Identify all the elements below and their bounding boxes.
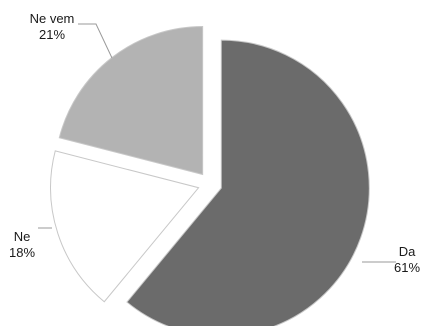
leader-lines [38,23,396,263]
pie-slices [50,26,370,326]
slice-label-ne: Ne 18% [9,229,35,260]
slice-category-label: Ne vem [30,11,75,26]
slice-labels: Da 61% Ne 18% Ne vem 21% [9,11,420,275]
slice-category-label: Ne [14,229,31,244]
leader-line-ne-vem [78,23,113,59]
pie-slice-da [126,39,370,326]
slice-category-label: Da [399,244,416,259]
slice-percent-label: 61% [394,260,420,275]
slice-percent-label: 18% [9,245,35,260]
slice-percent-label: 21% [39,27,65,42]
slice-label-da: Da 61% [394,244,420,275]
slice-label-ne-vem: Ne vem 21% [30,11,75,42]
pie-slice-ne-vem [58,26,204,176]
pie-slice-ne [50,150,200,303]
